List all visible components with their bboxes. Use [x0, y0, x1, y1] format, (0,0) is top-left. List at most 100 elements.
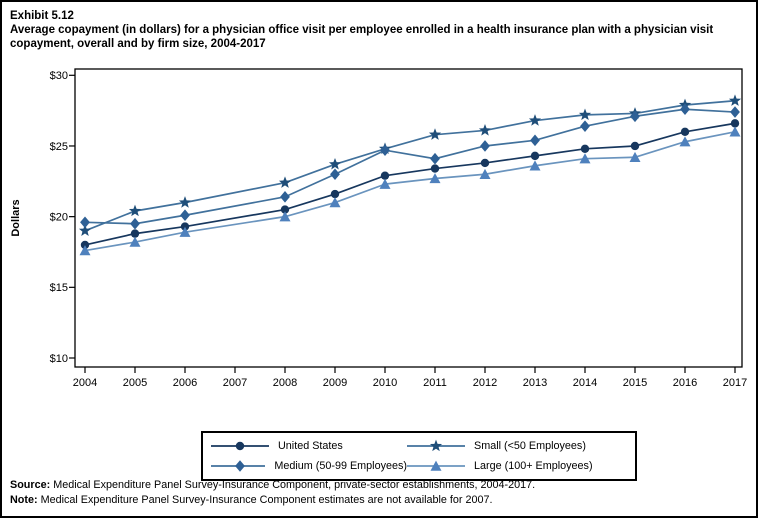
- x-tick-label: 2006: [173, 377, 197, 389]
- marker-circle-united-states-2015: [630, 141, 640, 151]
- marker-circle-united-states-2014: [580, 144, 590, 154]
- marker-triangle-large-100-employees-2006: [179, 226, 191, 237]
- legend-item-united-states: United States: [211, 436, 407, 455]
- legend-item-medium-50-99-employees: Medium (50-99 Employees): [211, 456, 407, 475]
- x-tick-label: 2017: [723, 377, 747, 389]
- chart-title: Average copayment (in dollars) for a phy…: [10, 24, 714, 50]
- marker-star-small-50-employees-2012: [478, 124, 492, 136]
- marker-triangle-large-100-employees-2017: [729, 126, 741, 137]
- x-tick-label: 2004: [73, 377, 97, 389]
- marker-circle-united-states-2008: [280, 205, 290, 214]
- marker-circle-united-states-2004: [80, 240, 90, 250]
- marker-triangle-large-100-employees-2013: [529, 160, 541, 171]
- marker-star-small-50-employees-2006: [178, 196, 192, 208]
- marker-triangle-large-100-employees-2015: [629, 151, 641, 162]
- legend-label: Medium (50-99 Employees): [274, 459, 407, 472]
- x-tick-label: 2007: [223, 377, 247, 389]
- marker-circle-united-states-2017: [730, 119, 740, 128]
- x-tick-label: 2012: [473, 377, 497, 389]
- marker-triangle-large-100-employees-2010: [379, 178, 391, 189]
- marker-star-small-50-employees-2008: [278, 176, 292, 188]
- source-text: Medical Expenditure Panel Survey-Insuran…: [50, 479, 536, 491]
- x-tick-label: 2015: [623, 377, 647, 389]
- footer-notes: Source: Medical Expenditure Panel Survey…: [10, 478, 748, 507]
- legend-item-large-100-employees: Large (100+ Employees): [407, 456, 625, 475]
- marker-circle-united-states-2005: [130, 229, 140, 238]
- legend-triangle-icon: [430, 460, 442, 471]
- exhibit-number: Exhibit 5.12: [10, 10, 74, 22]
- marker-star-small-50-employees-2014: [578, 108, 592, 121]
- circle-legend-swatch: [211, 441, 269, 450]
- marker-circle-united-states-2012: [480, 158, 490, 168]
- y-axis-title: Dollars: [10, 199, 22, 236]
- x-tick-label: 2013: [523, 377, 547, 389]
- marker-triangle-large-100-employees-2014: [579, 153, 591, 164]
- y-tick-label: $15: [50, 282, 68, 294]
- marker-star-small-50-employees-2013: [528, 114, 542, 126]
- marker-diamond-medium-50-99-employees-2017: [730, 106, 740, 118]
- availability-note: Note: Medical Expenditure Panel Survey-I…: [10, 493, 748, 508]
- star-legend-swatch: [407, 439, 465, 451]
- marker-diamond-medium-50-99-employees-2005: [130, 217, 140, 230]
- marker-diamond-medium-50-99-employees-2006: [180, 209, 190, 222]
- marker-circle-united-states-2016: [680, 127, 690, 137]
- y-tick-label: $25: [50, 141, 68, 153]
- marker-circle-united-states-2009: [330, 189, 340, 199]
- y-tick-label: $10: [50, 353, 68, 365]
- marker-triangle-large-100-employees-2016: [679, 136, 691, 147]
- marker-diamond-medium-50-99-employees-2013: [530, 134, 540, 147]
- series-line-small-50-employees: [84, 99, 736, 232]
- diamond-legend-swatch: [211, 459, 266, 472]
- legend-circle-icon: [235, 441, 245, 450]
- marker-star-small-50-employees-2017: [728, 94, 742, 106]
- marker-circle-united-states-2013: [530, 151, 540, 161]
- marker-triangle-large-100-employees-2005: [129, 236, 141, 247]
- line-chart: $10 $15 $20 $25 $30 Dollars 2004 2005 2006 2007 20…: [10, 68, 747, 389]
- source-note: Source: Medical Expenditure Panel Survey…: [10, 478, 748, 493]
- marker-star-small-50-employees-2005: [128, 204, 142, 217]
- marker-diamond-medium-50-99-employees-2010: [380, 144, 390, 157]
- marker-circle-united-states-2006: [180, 222, 190, 231]
- marker-triangle-large-100-employees-2004: [79, 245, 91, 256]
- marker-triangle-large-100-employees-2009: [329, 197, 341, 208]
- marker-star-small-50-employees-2009: [328, 157, 342, 170]
- marker-triangle-large-100-employees-2011: [429, 173, 441, 184]
- marker-diamond-medium-50-99-employees-2011: [430, 152, 440, 165]
- source-label: Source:: [10, 479, 51, 491]
- marker-triangle-large-100-employees-2008: [279, 211, 291, 222]
- note-text: Medical Expenditure Panel Survey-Insuran…: [37, 493, 493, 506]
- x-tick-label: 2005: [123, 377, 147, 389]
- marker-diamond-medium-50-99-employees-2012: [480, 140, 490, 152]
- x-tick-label: 2011: [423, 377, 447, 389]
- marker-diamond-medium-50-99-employees-2016: [680, 103, 690, 116]
- marker-diamond-medium-50-99-employees-2009: [330, 168, 340, 181]
- marker-star-small-50-employees-2004: [78, 224, 92, 236]
- x-tick-label: 2010: [373, 377, 397, 389]
- x-tick-label: 2014: [573, 377, 597, 389]
- chart-legend: United States Small (<50 Employees) Medium…: [201, 431, 637, 481]
- marker-diamond-medium-50-99-employees-2014: [580, 120, 590, 132]
- note-label: Note:: [10, 493, 38, 506]
- x-tick-label: 2016: [673, 377, 697, 389]
- y-tick-label: $30: [50, 70, 68, 82]
- marker-triangle-large-100-employees-2012: [479, 168, 491, 179]
- x-tick-label: 2008: [273, 377, 297, 389]
- y-tick-label: $20: [50, 211, 68, 223]
- marker-star-small-50-employees-2011: [428, 128, 442, 140]
- plot-frame: [74, 68, 743, 368]
- legend-label: United States: [278, 439, 343, 452]
- legend-label: Large (100+ Employees): [474, 459, 593, 472]
- marker-circle-united-states-2010: [380, 171, 390, 180]
- title-block: Exhibit 5.12 Average copayment (in dolla…: [10, 9, 744, 51]
- marker-circle-united-states-2011: [430, 164, 440, 173]
- legend-label: Small (<50 Employees): [474, 439, 586, 452]
- legend-item-small-50-employees: Small (<50 Employees): [407, 436, 625, 455]
- marker-diamond-medium-50-99-employees-2008: [280, 191, 290, 203]
- legend-star-icon: [429, 439, 443, 451]
- legend-diamond-icon: [235, 459, 245, 472]
- marker-diamond-medium-50-99-employees-2004: [80, 216, 90, 229]
- triangle-legend-swatch: [407, 460, 465, 471]
- x-tick-label: 2009: [323, 377, 347, 389]
- marker-diamond-medium-50-99-employees-2015: [630, 110, 640, 123]
